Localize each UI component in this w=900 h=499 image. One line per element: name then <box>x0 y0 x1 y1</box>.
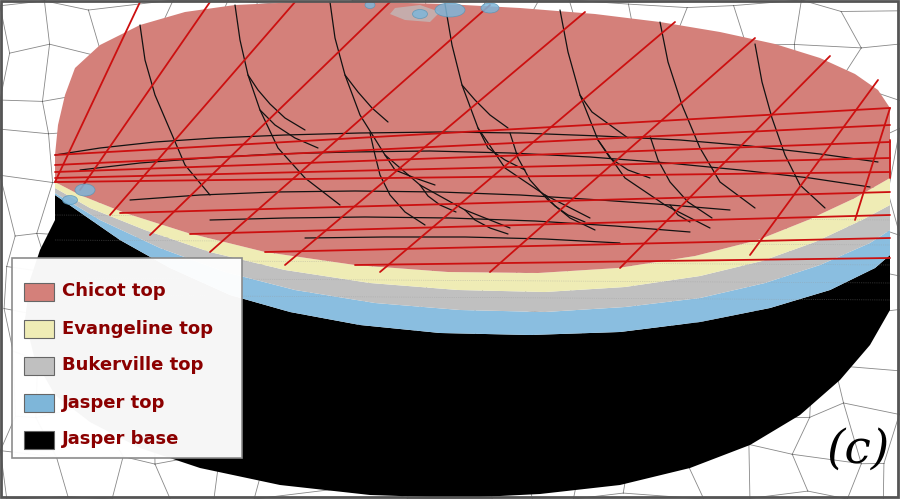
Polygon shape <box>55 188 890 312</box>
Polygon shape <box>390 5 440 22</box>
Text: Evangeline top: Evangeline top <box>62 319 213 337</box>
FancyBboxPatch shape <box>24 282 54 300</box>
Text: Bukerville top: Bukerville top <box>62 356 203 375</box>
FancyBboxPatch shape <box>24 319 54 337</box>
Ellipse shape <box>75 184 95 196</box>
Ellipse shape <box>62 196 77 205</box>
Polygon shape <box>55 2 890 273</box>
Ellipse shape <box>481 3 499 13</box>
Text: Jasper base: Jasper base <box>62 431 179 449</box>
FancyBboxPatch shape <box>24 356 54 375</box>
Ellipse shape <box>435 3 465 17</box>
Text: (c): (c) <box>826 427 889 473</box>
FancyBboxPatch shape <box>12 258 242 458</box>
Text: Chicot top: Chicot top <box>62 282 166 300</box>
Polygon shape <box>55 178 890 292</box>
FancyBboxPatch shape <box>24 431 54 449</box>
Polygon shape <box>25 195 890 498</box>
Text: Jasper top: Jasper top <box>62 394 166 412</box>
Polygon shape <box>55 193 890 335</box>
Ellipse shape <box>412 9 427 18</box>
FancyBboxPatch shape <box>24 394 54 412</box>
Ellipse shape <box>365 1 375 8</box>
